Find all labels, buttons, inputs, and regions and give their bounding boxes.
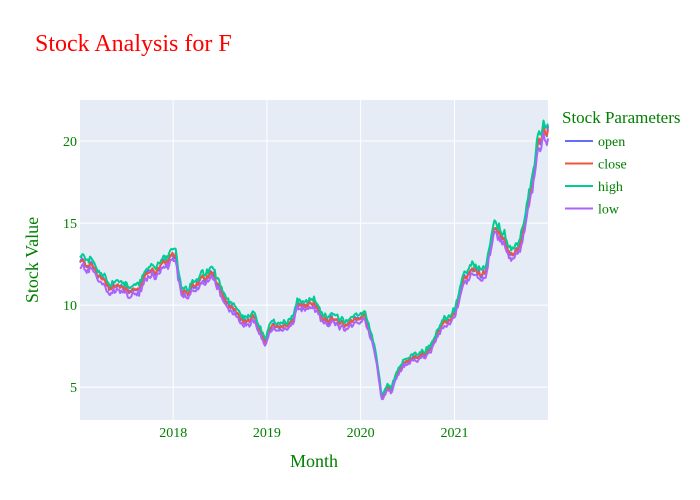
x-tick-label: 2019 xyxy=(253,426,281,441)
legend-label: high xyxy=(598,180,623,195)
legend-item-low[interactable]: low xyxy=(565,203,620,218)
y-tick-label: 5 xyxy=(70,381,77,396)
legend-label: close xyxy=(598,158,627,173)
x-tick-label: 2020 xyxy=(347,426,375,441)
legend-label: low xyxy=(598,203,620,218)
y-tick-label: 20 xyxy=(63,135,77,150)
series-line-high xyxy=(79,119,549,396)
y-axis-title: Stock Value xyxy=(22,217,42,303)
legend[interactable]: Stock Parameters open close high low xyxy=(562,108,681,218)
x-tick-labels: 2018 2019 2020 2021 xyxy=(159,426,468,441)
y-tick-label: 10 xyxy=(63,299,77,314)
y-tick-label: 15 xyxy=(63,217,77,232)
x-tick-label: 2021 xyxy=(441,426,469,441)
series-layer xyxy=(79,119,549,401)
x-tick-label: 2018 xyxy=(159,426,187,441)
series-line-low xyxy=(79,132,549,401)
chart-title: Stock Analysis for F xyxy=(35,31,232,57)
plot-area xyxy=(80,100,548,420)
y-tick-labels: 5 10 15 20 xyxy=(63,135,77,396)
series-line-close xyxy=(79,127,549,399)
legend-title: Stock Parameters xyxy=(562,108,681,127)
x-axis-title: Month xyxy=(290,451,338,471)
legend-item-open[interactable]: open xyxy=(565,135,625,150)
legend-item-high[interactable]: high xyxy=(565,180,623,195)
legend-item-close[interactable]: close xyxy=(565,158,627,173)
legend-label: open xyxy=(598,135,625,150)
